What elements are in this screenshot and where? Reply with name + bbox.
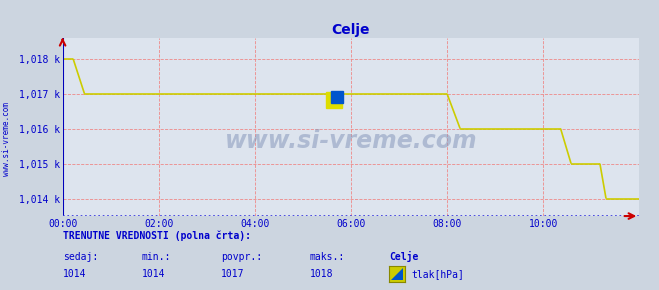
Text: 1018: 1018 xyxy=(310,269,333,279)
Title: Celje: Celje xyxy=(331,23,370,37)
Polygon shape xyxy=(391,267,403,280)
Text: www.si-vreme.com: www.si-vreme.com xyxy=(225,129,477,153)
Text: www.si-vreme.com: www.si-vreme.com xyxy=(2,102,11,176)
Text: sedaj:: sedaj: xyxy=(63,251,98,262)
Text: maks.:: maks.: xyxy=(310,251,345,262)
Text: min.:: min.: xyxy=(142,251,171,262)
Text: 1014: 1014 xyxy=(142,269,165,279)
Text: Celje: Celje xyxy=(389,251,418,262)
Text: 1017: 1017 xyxy=(221,269,244,279)
Text: povpr.:: povpr.: xyxy=(221,251,262,262)
Text: 1014: 1014 xyxy=(63,269,86,279)
Text: TRENUTNE VREDNOSTI (polna črta):: TRENUTNE VREDNOSTI (polna črta): xyxy=(63,231,250,241)
Text: tlak[hPa]: tlak[hPa] xyxy=(412,269,465,279)
